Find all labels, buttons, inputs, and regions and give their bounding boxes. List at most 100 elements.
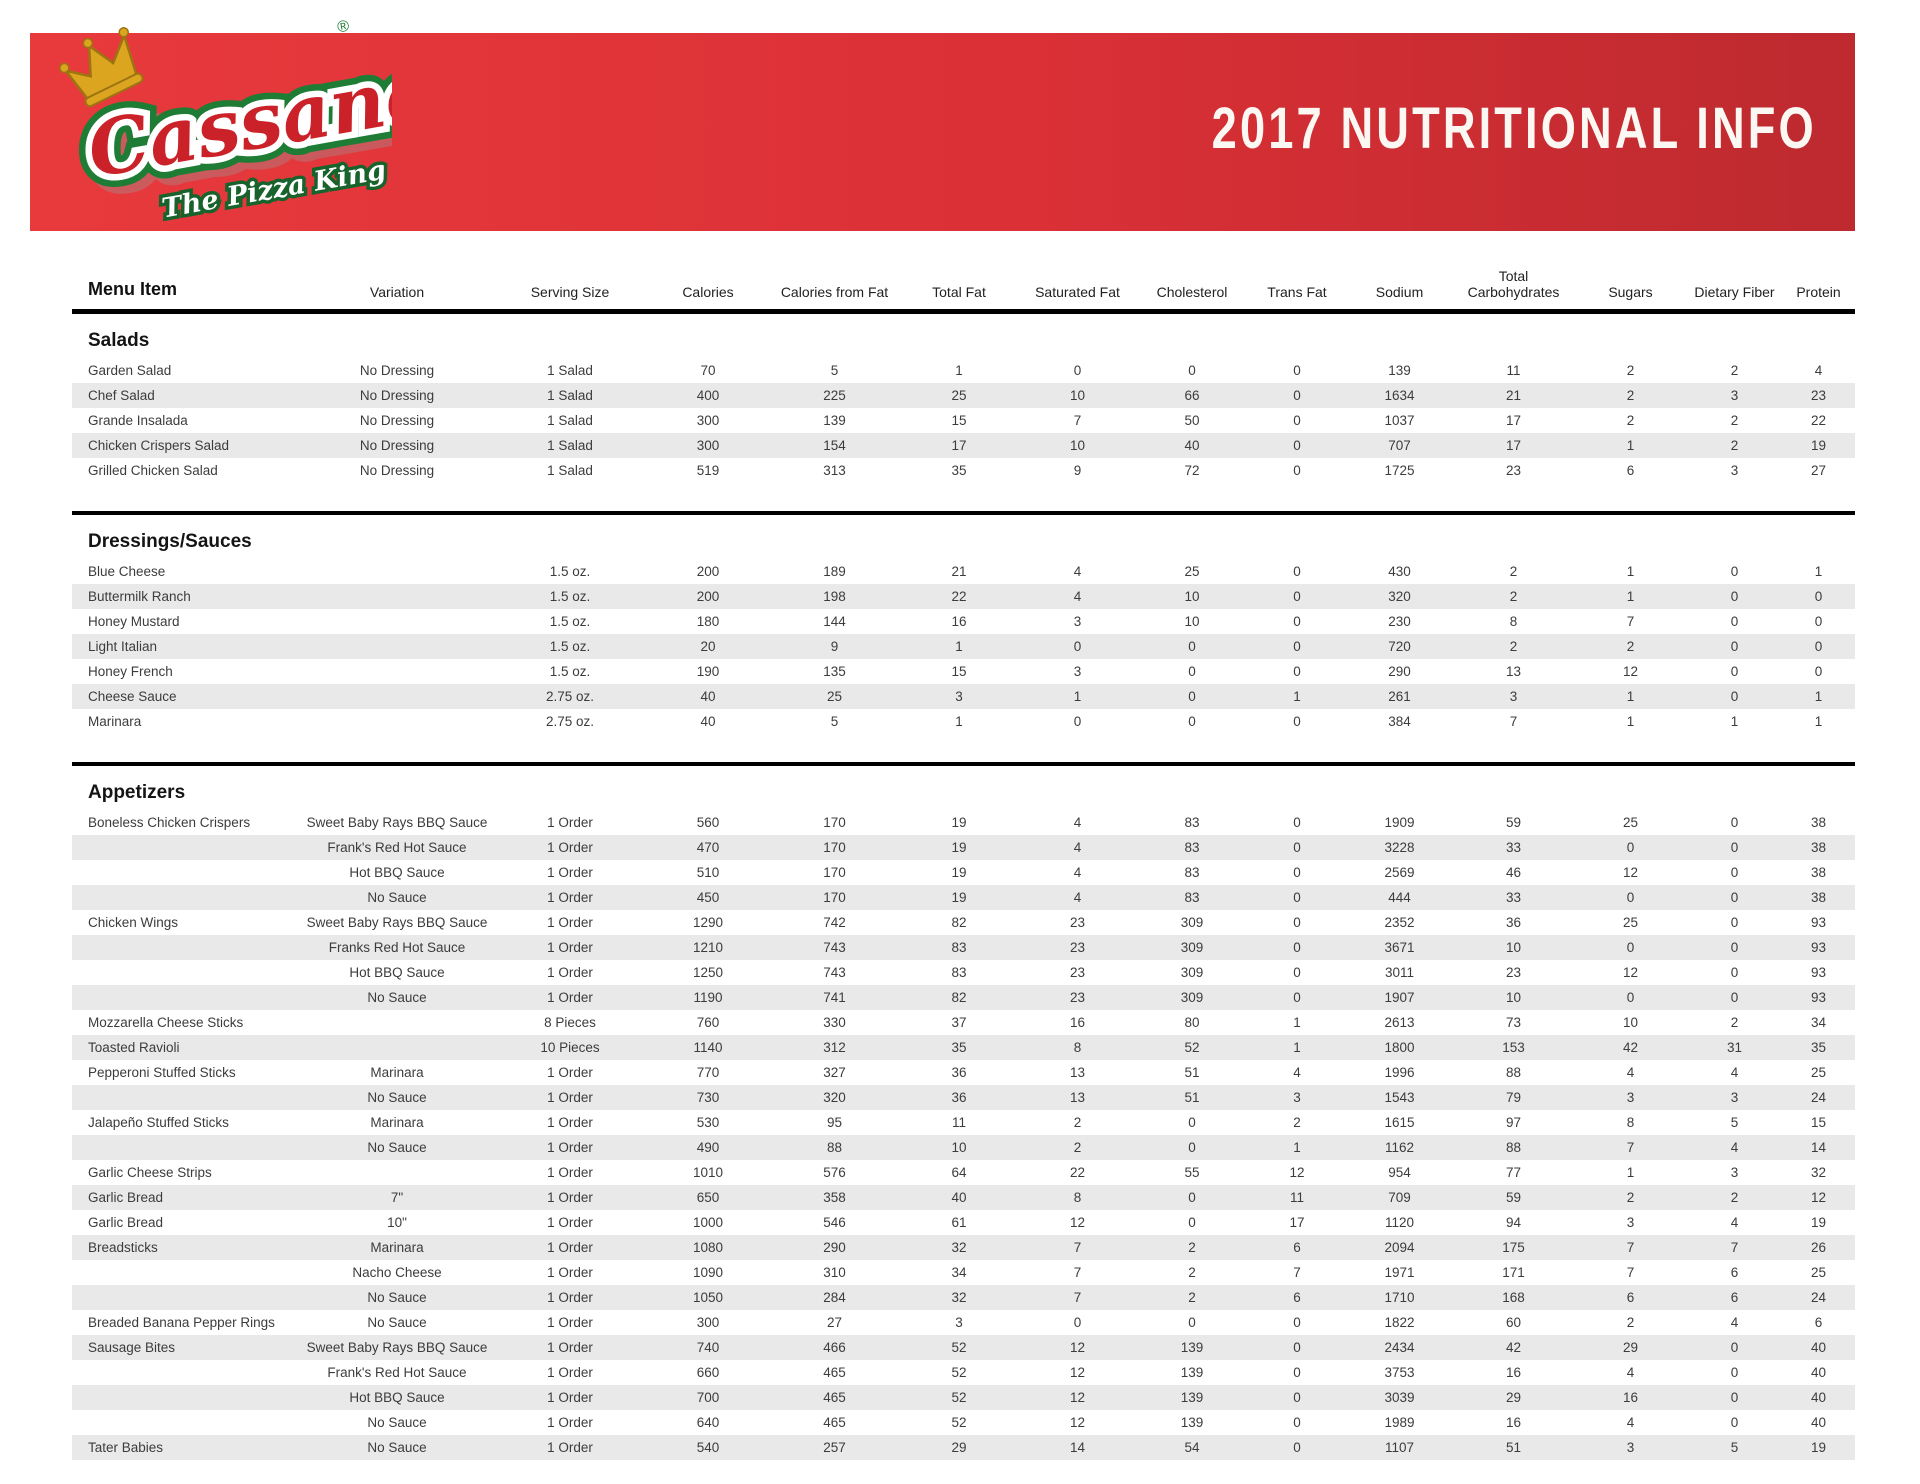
value-cell: 0 [1073,713,1082,729]
value-cell: 1 Order [547,1064,593,1080]
value-cell: 7 [1073,412,1082,428]
variation-cell [300,559,494,584]
value-cell: 0 [1814,613,1823,629]
value-cell: 7 [1073,1239,1082,1255]
variation-cell [300,584,494,609]
value-cell: 1 Order [547,1414,593,1430]
header-banner: 2017 NUTRITIONAL INFO [30,33,1855,231]
variation-cell: Marinara [370,1114,424,1130]
value-cell: 0 [1188,713,1196,729]
value-cell: 1010 [692,1164,724,1180]
value-cell: 38 [1810,889,1827,905]
value-cell: 19 [951,864,967,880]
value-cell: 3 [1626,1214,1635,1230]
value-cell: 34 [1810,1014,1827,1030]
value-cell: 0 [1293,1389,1301,1405]
value-cell: 23 [1069,939,1086,955]
value-cell: 60 [1505,1314,1522,1330]
value-cell: 3 [1730,1089,1739,1105]
value-cell: 1 [955,713,963,729]
value-cell: 312 [823,1039,846,1055]
table-row: Hot BBQ Sauce 1 Order 510 170 19 4 83 0 2569 46 12… [72,860,1855,885]
variation-cell: Hot BBQ Sauce [349,1389,445,1405]
value-cell: 180 [696,613,720,629]
value-cell: 2 [1730,1014,1739,1030]
value-cell: 38 [1810,814,1827,830]
value-cell: 12 [1069,1389,1086,1405]
value-cell: 21 [1505,387,1522,403]
table-row: Pepperoni Stuffed Sticks Marinara 1 Order 7… [72,1060,1855,1085]
value-cell: 2 [1509,563,1518,579]
section-divider [72,482,1855,515]
value-cell: 519 [696,462,720,478]
value-cell: 32 [1810,1164,1827,1180]
table-row: Garlic Bread 10" 1 Order 1000 546 61 12 0 17 1120… [72,1210,1855,1235]
value-cell: 730 [696,1089,720,1105]
menu-item-cell: Blue Cheese [88,563,166,579]
nutrition-table: Menu Item Variation Serving Size Calories Ca… [72,268,1855,1460]
value-cell: 0 [1188,663,1196,679]
table-row: Franks Red Hot Sauce 1 Order 1210 743 83 23 30… [72,934,1855,960]
value-cell: 21 [951,563,967,579]
menu-item-cell [72,960,300,985]
table-row: Chef Salad No Dressing 1 Salad 400 225 25 10 66… [72,382,1855,408]
value-cell: 6 [1814,1314,1823,1330]
value-cell: 0 [1188,1214,1196,1230]
value-cell: 59 [1505,814,1522,830]
value-cell: 1.5 oz. [549,563,591,579]
value-cell: 52 [951,1364,967,1380]
value-cell: 2 [1293,1114,1301,1130]
value-cell: 3228 [1384,839,1415,855]
value-cell: 0 [1293,1364,1301,1380]
value-cell: 1.5 oz. [549,663,591,679]
menu-item-cell: Tater Babies [88,1439,164,1455]
variation-cell [300,709,494,734]
value-cell: 4 [1730,1064,1739,1080]
value-cell: 2 [1073,1114,1082,1130]
value-cell: 52 [951,1389,967,1405]
value-cell: 2 [1188,1289,1196,1305]
value-cell: 1971 [1384,1264,1415,1280]
value-cell: 2 [1509,638,1518,654]
value-cell: 2.75 oz. [545,713,595,729]
section-heading-row: Dressings/Sauces [72,513,1855,559]
table-row: Boneless Chicken Crispers Sweet Baby Rays… [72,810,1855,835]
value-cell: 1090 [692,1264,724,1280]
value-cell: 12 [1069,1414,1086,1430]
value-cell: 200 [696,563,720,579]
value-cell: 313 [823,462,846,478]
value-cell: 1 Salad [547,462,593,478]
value-cell: 19 [951,814,967,830]
column-header: Saturated Fat [1019,268,1136,314]
value-cell: 0 [1073,638,1082,654]
column-header: Total Fat [899,268,1019,314]
value-cell: 59 [1505,1189,1522,1205]
variation-cell: Hot BBQ Sauce [349,864,445,880]
value-cell: 0 [1293,462,1301,478]
value-cell: 42 [1505,1339,1522,1355]
value-cell: 52 [951,1414,967,1430]
section-divider [72,733,1855,766]
table-row: Chicken Wings Sweet Baby Rays BBQ Sauce 1 … [72,910,1855,935]
value-cell: 0 [1730,814,1739,830]
value-cell: 743 [823,939,846,955]
value-cell: 10 Pieces [540,1039,600,1055]
value-cell: 1 Order [547,1289,593,1305]
value-cell: 225 [823,387,846,403]
value-cell: 22 [1069,1164,1086,1180]
value-cell: 4 [1730,1314,1739,1330]
value-cell: 0 [1293,814,1301,830]
value-cell: 1 Order [547,814,593,830]
value-cell: 17 [951,437,967,453]
value-cell: 4 [1626,1414,1635,1430]
variation-cell: Frank's Red Hot Sauce [327,1364,467,1380]
value-cell: 0 [1188,638,1196,654]
value-cell: 24 [1810,1089,1827,1105]
table-row: Breaded Banana Pepper Rings No Sauce 1 Ord… [72,1310,1855,1335]
value-cell: 1 Salad [547,362,593,378]
value-cell: 0 [1626,939,1635,955]
value-cell: 144 [823,613,846,629]
value-cell: 310 [823,1264,846,1280]
table-row: Garden Salad No Dressing 1 Salad 70 5 1 0 0 0 139… [72,358,1855,383]
value-cell: 1 [1814,713,1823,729]
